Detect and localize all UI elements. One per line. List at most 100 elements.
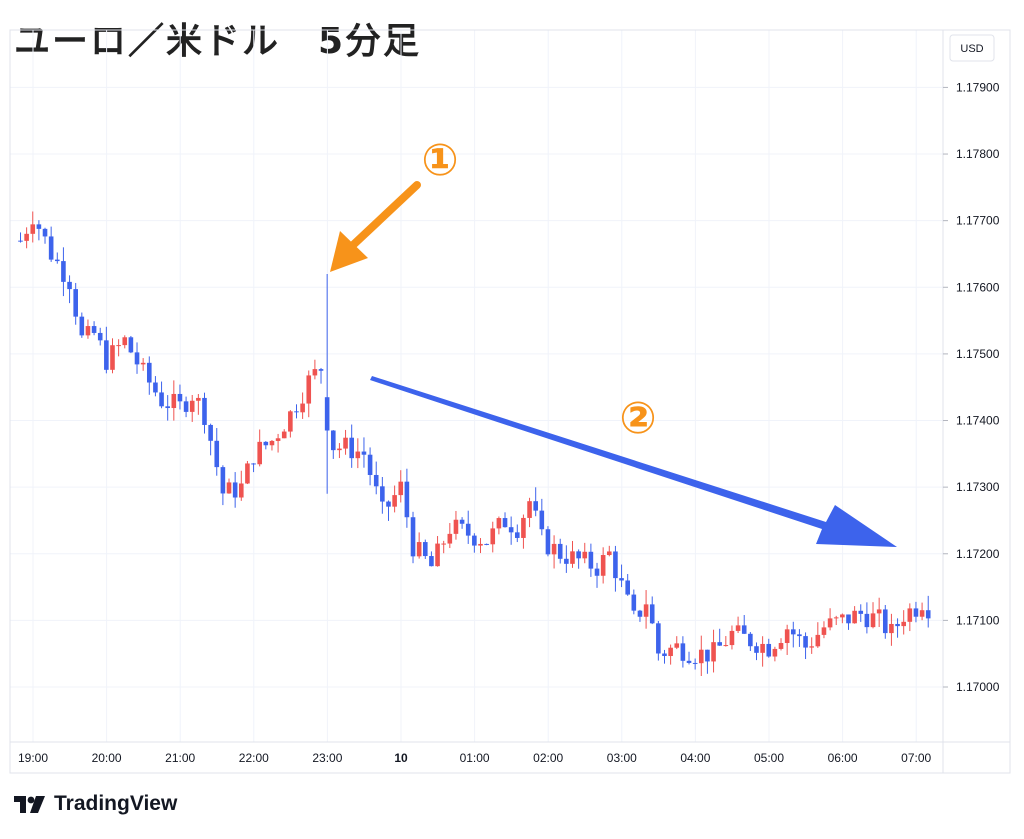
candle [373, 461, 379, 495]
candle-body [600, 555, 606, 576]
candle-body [484, 543, 489, 545]
annotation-label-2: ② [619, 393, 656, 444]
candle [686, 651, 692, 665]
candle-body [539, 510, 545, 530]
candle-body [312, 369, 318, 376]
candle-body [919, 610, 925, 617]
candle [698, 635, 704, 677]
candle [533, 487, 538, 517]
candle [643, 590, 649, 629]
candle-body [459, 519, 465, 524]
candle [251, 463, 256, 473]
candle-body [30, 224, 36, 234]
candle [146, 356, 152, 395]
time-tick-label: 20:00 [92, 751, 122, 765]
tradingview-brand[interactable]: TradingView [14, 792, 177, 816]
candle [294, 404, 299, 419]
candle [766, 638, 772, 658]
candle [846, 614, 851, 630]
candle [901, 610, 906, 635]
candle-body [551, 543, 557, 555]
candle [889, 613, 894, 646]
candle-body [889, 623, 894, 634]
chart-grid [10, 30, 943, 742]
candle [324, 273, 330, 494]
price-tick-label: 1.17900 [956, 80, 1000, 94]
candle-body [858, 610, 864, 614]
candle-body [496, 518, 502, 529]
candle-body [257, 441, 262, 465]
candle [705, 649, 710, 674]
candle [514, 524, 520, 543]
candle [882, 605, 888, 639]
candle-body [809, 646, 814, 648]
candle-body [36, 224, 42, 229]
candle-body [318, 369, 324, 371]
candle-body [668, 647, 673, 657]
candle-body [177, 393, 183, 402]
candle-body [104, 340, 109, 370]
currency-label: USD [960, 43, 983, 55]
candle [318, 367, 324, 384]
candle-body [717, 642, 722, 646]
time-tick-label: 06:00 [828, 751, 858, 765]
price-tick-label: 1.17800 [956, 147, 1000, 161]
candle [649, 596, 655, 625]
candle-body [754, 646, 759, 653]
candle-body [656, 623, 661, 654]
time-tick-label: 22:00 [239, 751, 269, 765]
candle-body [128, 337, 134, 353]
candle [48, 226, 54, 262]
candle [570, 540, 575, 568]
candle [472, 533, 477, 553]
candle [772, 646, 778, 662]
candle [30, 211, 36, 243]
candle-body [508, 527, 514, 533]
candle [435, 536, 440, 567]
candle [852, 606, 857, 624]
price-tick-label: 1.17300 [956, 480, 1000, 494]
candle-body [294, 411, 299, 413]
candle-body [521, 517, 526, 538]
candle [18, 232, 23, 243]
candle [232, 472, 238, 508]
brand-name: TradingView [54, 792, 178, 815]
candle [220, 465, 226, 506]
candle [827, 608, 833, 631]
candle-body [606, 551, 612, 556]
candle [662, 649, 667, 664]
candle-body [251, 463, 256, 465]
candle [925, 595, 931, 628]
candle-body [784, 629, 790, 644]
candle [24, 227, 29, 249]
candle-body [171, 393, 177, 409]
candle [165, 395, 170, 421]
time-tick-label: 10 [394, 751, 408, 765]
candle [784, 624, 790, 655]
time-tick-label: 05:00 [754, 751, 784, 765]
candle [582, 542, 588, 564]
candle [238, 470, 244, 501]
candle-body [821, 627, 827, 635]
candle [668, 644, 673, 665]
candle-body [741, 625, 747, 634]
candle-body [85, 326, 91, 336]
candle-body [54, 259, 60, 262]
candle-body [361, 451, 367, 455]
candle [153, 376, 158, 397]
candle [159, 381, 164, 409]
candle [429, 551, 434, 567]
candle-body [367, 454, 373, 475]
candle [551, 535, 557, 569]
candle [257, 429, 262, 467]
candle-body [226, 482, 232, 494]
candle [864, 602, 870, 634]
candle-body [281, 431, 287, 439]
time-tick-label: 01:00 [460, 751, 490, 765]
candle-body [435, 543, 440, 567]
candle-body [698, 649, 704, 664]
candle-body [527, 501, 532, 518]
time-tick-label: 02:00 [533, 751, 563, 765]
candle [67, 275, 72, 304]
